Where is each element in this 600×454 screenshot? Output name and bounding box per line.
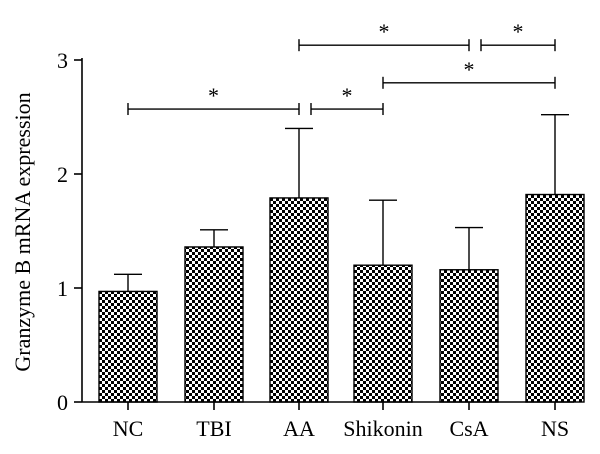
significance-label: * [513, 19, 524, 44]
error-bar-layer [114, 114, 569, 292]
y-tick-label: 3 [57, 48, 68, 73]
significance-bracket: * [480, 19, 556, 52]
axis-layer: 0 1 2 3 NC TBI AA Shikonin CsA NS [57, 48, 574, 441]
significance-label: * [342, 83, 353, 108]
y-tick-label: 0 [57, 390, 68, 415]
x-tick-label-ns: NS [541, 416, 569, 441]
bar-nc [98, 290, 158, 403]
bar-tbi [184, 246, 244, 403]
y-tick-label: 1 [57, 276, 68, 301]
bar-csa [439, 269, 499, 403]
y-axis-title: Granzyme B mRNA expression [10, 92, 35, 371]
significance-bracket: * [298, 19, 470, 52]
x-tick-label-nc: NC [113, 416, 144, 441]
significance-label: * [464, 57, 475, 82]
x-tick-label-aa: AA [283, 416, 315, 441]
significance-layer: * * * * * [127, 19, 556, 116]
bar-ns [525, 193, 585, 403]
x-tick-label-csa: CsA [449, 416, 488, 441]
significance-bracket: * [382, 57, 556, 89]
significance-bracket: * [310, 83, 384, 116]
y-tick-label: 2 [57, 162, 68, 187]
bar-shikonin [353, 264, 413, 403]
bar-aa [269, 197, 329, 403]
x-tick-label-tbi: TBI [196, 416, 231, 441]
significance-label: * [379, 19, 390, 44]
significance-bracket: * [127, 83, 300, 116]
x-tick-label-shikonin: Shikonin [343, 416, 422, 441]
bar-layer [98, 193, 585, 403]
significance-label: * [208, 83, 219, 108]
